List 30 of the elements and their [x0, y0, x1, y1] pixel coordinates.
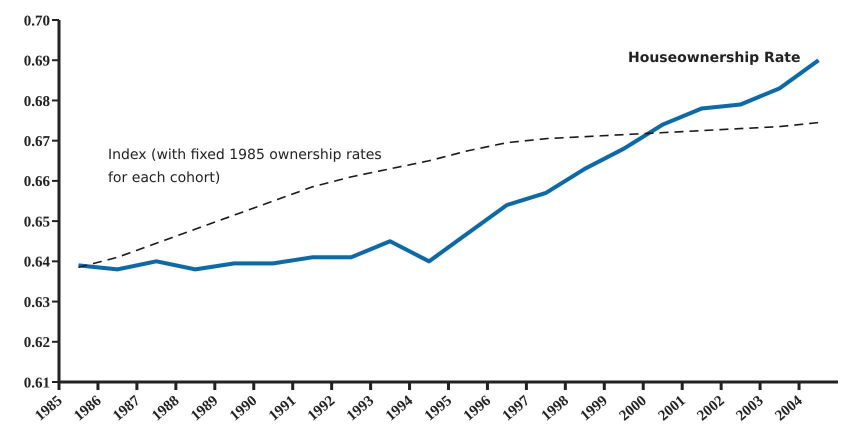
x-tick-label: 2000 [616, 392, 650, 424]
y-tick-label: 0.62 [24, 335, 50, 352]
x-tick-label: 1999 [578, 392, 611, 424]
x-tick-label: 1985 [32, 392, 66, 424]
y-tick-label: 0.66 [24, 174, 50, 190]
y-tick-label: 0.63 [24, 294, 50, 311]
x-tick-label: 1995 [422, 392, 456, 424]
y-tick-label: 0.69 [24, 54, 50, 70]
x-tick-label: 1998 [538, 392, 572, 424]
x-tick-label: 1986 [71, 392, 105, 424]
line-series [78, 122, 820, 268]
x-tick-label: 2001 [656, 392, 689, 424]
series-label: Houseownership Rate [628, 49, 802, 68]
x-tick-label: 1994 [382, 392, 417, 424]
series-label: Index (with fixed 1985 ownership rates for each cohort) [108, 146, 383, 188]
x-tick-label: 1988 [149, 392, 182, 424]
y-tick-label: 0.67 [24, 134, 50, 150]
y-tick-label: 0.70 [24, 13, 50, 30]
x-tick-label: 1996 [460, 392, 494, 424]
x-tick-label: 1991 [266, 392, 300, 424]
y-tick-label: 0.61 [24, 375, 50, 392]
x-tick-label: 1989 [188, 392, 222, 424]
x-tick-label: 2002 [694, 392, 728, 424]
x-tick-label: 1990 [227, 392, 260, 424]
x-tick-label: 2003 [733, 392, 767, 424]
x-tick-label: 1992 [304, 392, 338, 424]
y-tick-label: 0.64 [24, 254, 50, 271]
y-tick-label: 0.68 [24, 94, 50, 110]
y-tick-label: 0.65 [24, 214, 50, 230]
x-tick-label: 1993 [344, 392, 378, 424]
